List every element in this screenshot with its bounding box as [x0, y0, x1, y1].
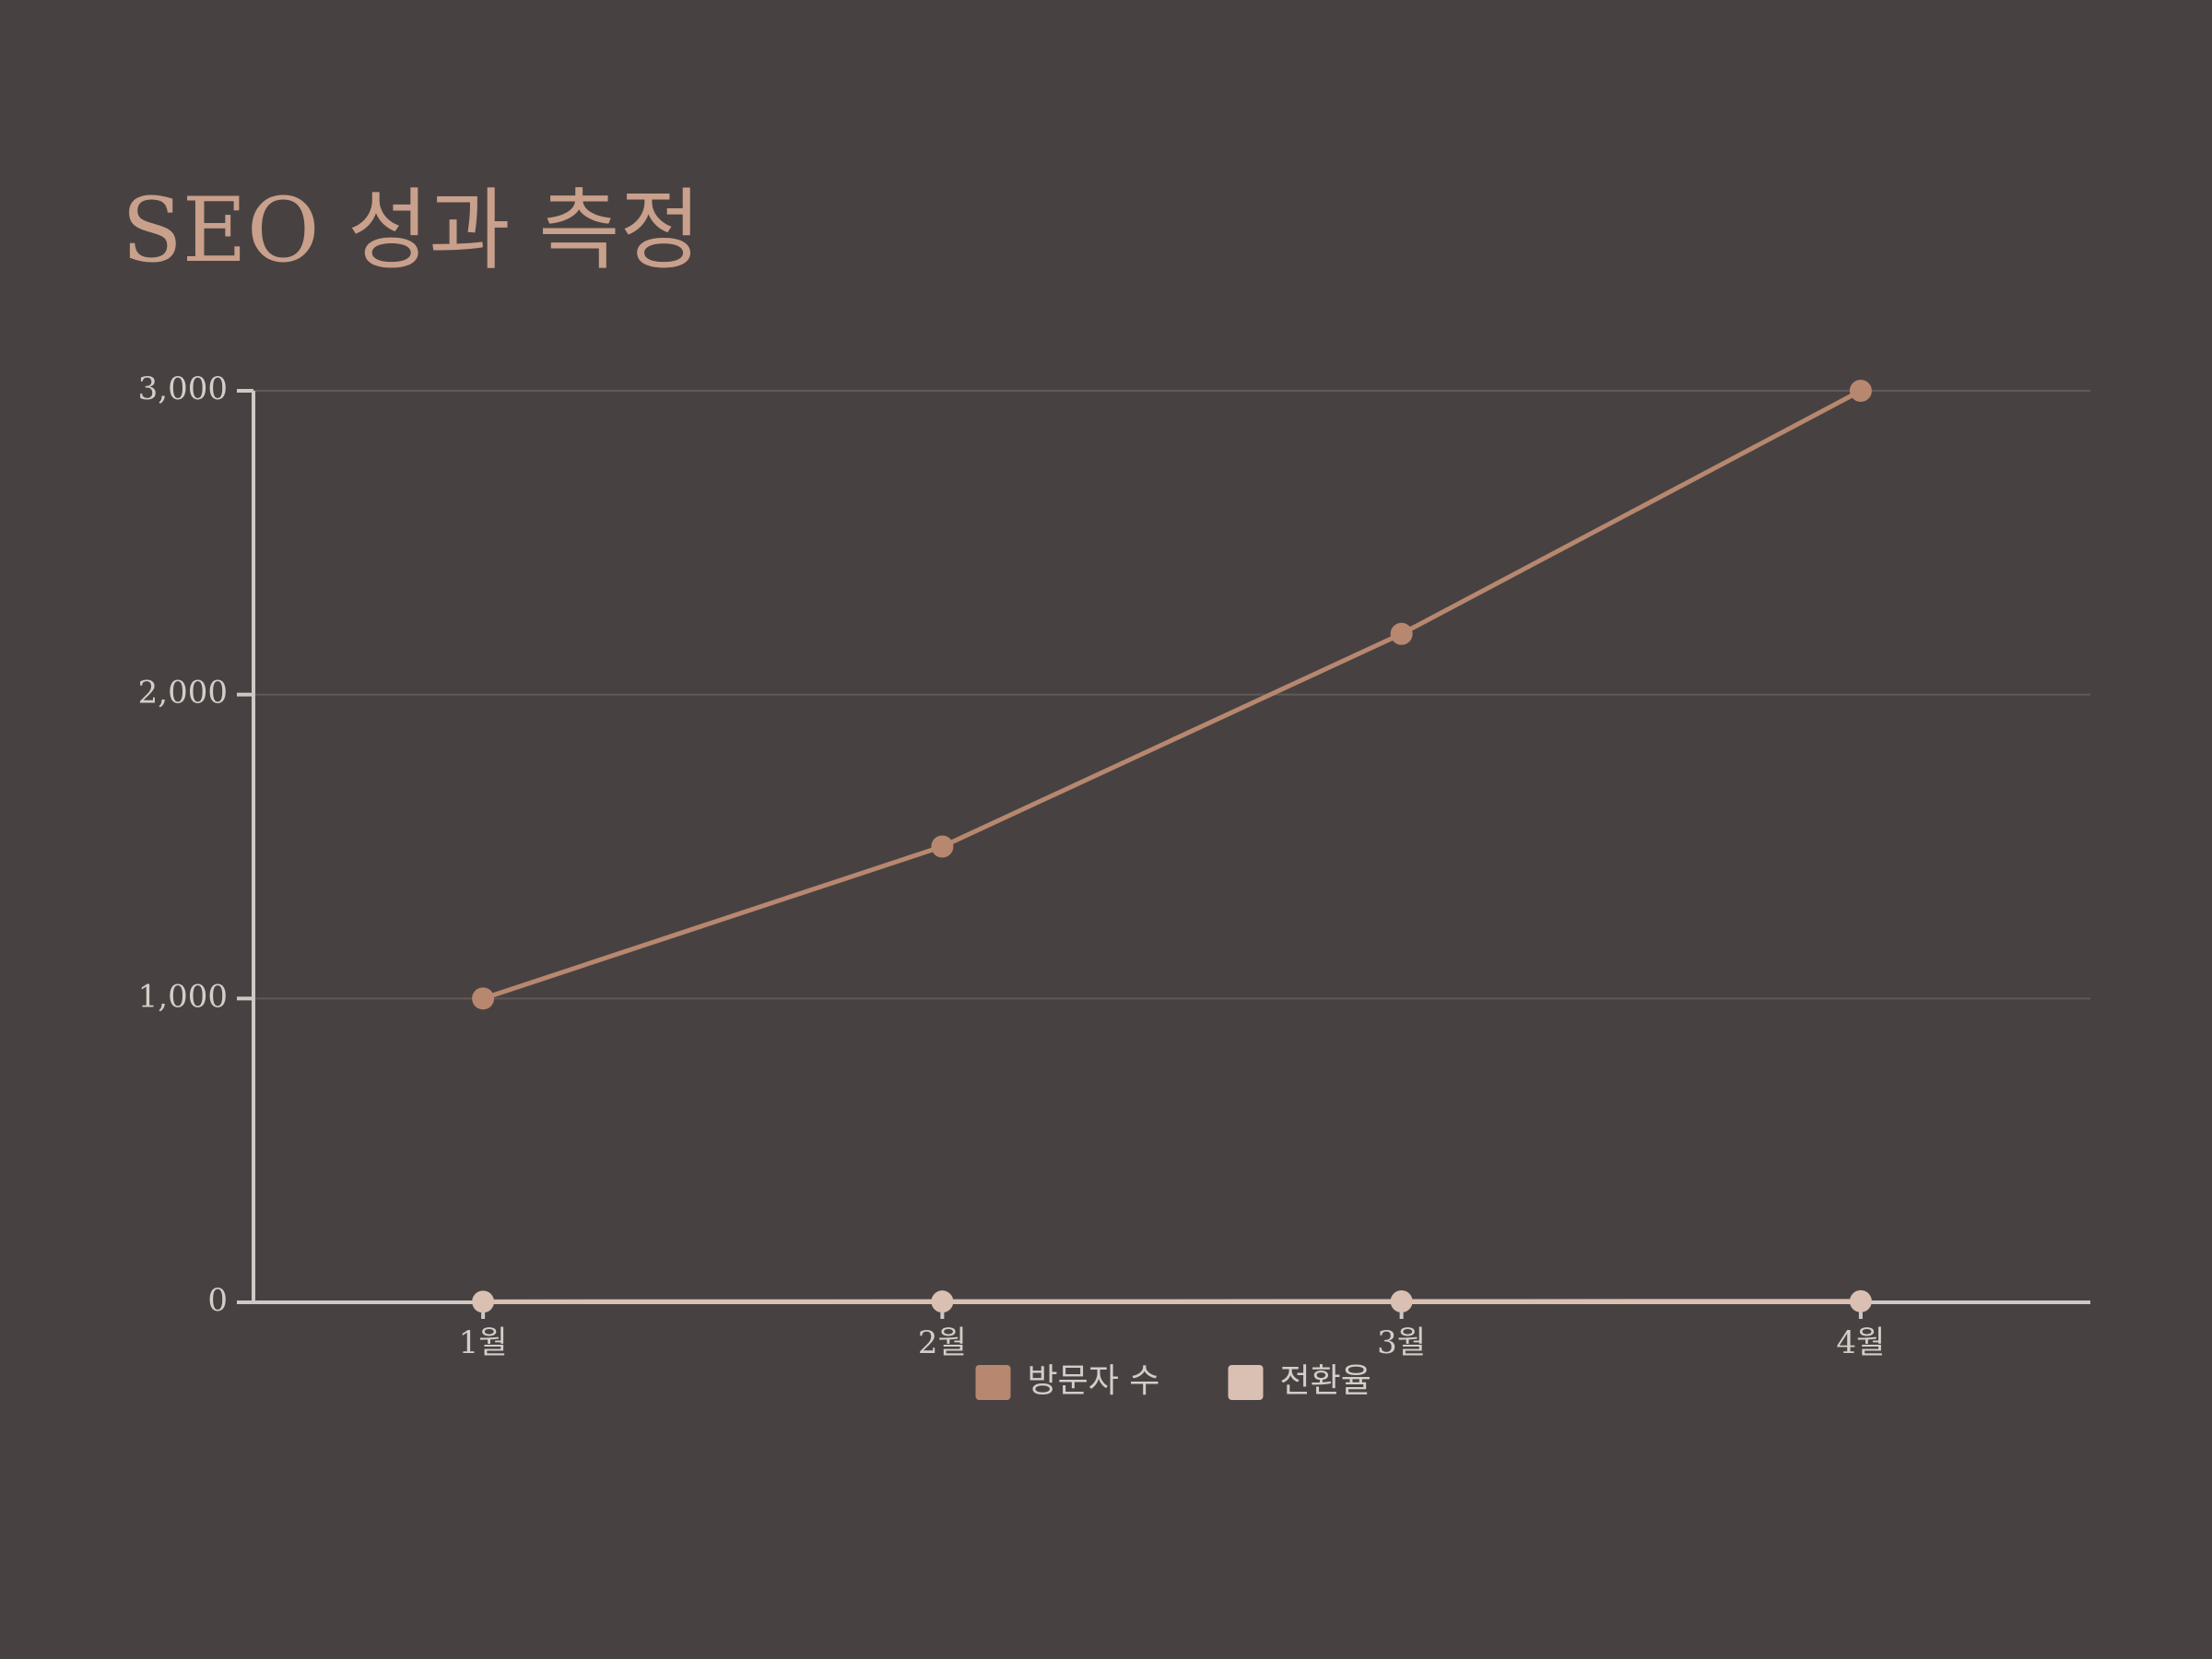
- y-tick-label: 1,000: [138, 978, 228, 1015]
- point: [1849, 1289, 1872, 1312]
- point: [1390, 622, 1413, 645]
- y-tick-label: 3,000: [138, 371, 228, 407]
- point: [1390, 1290, 1413, 1313]
- x-tick-label: 4월: [1836, 1324, 1885, 1361]
- x-tick-label: 3월: [1377, 1324, 1426, 1361]
- legend-swatch: [1228, 1365, 1264, 1400]
- legend-label: 방문자 수: [1028, 1362, 1160, 1400]
- legend-swatch: [975, 1365, 1011, 1400]
- point: [472, 987, 495, 1010]
- point: [472, 1290, 495, 1313]
- chart-title: SEO 성과 측정: [122, 179, 701, 282]
- point: [931, 1290, 954, 1313]
- y-tick-label: 2,000: [138, 675, 228, 712]
- series-line: [482, 388, 1863, 1001]
- point: [1849, 380, 1872, 402]
- x-tick-label: 1월: [459, 1324, 508, 1361]
- y-tick-label: 0: [207, 1282, 228, 1319]
- legend-label: 전환율: [1280, 1362, 1371, 1400]
- point: [931, 835, 954, 858]
- x-tick-label: 2월: [918, 1324, 967, 1361]
